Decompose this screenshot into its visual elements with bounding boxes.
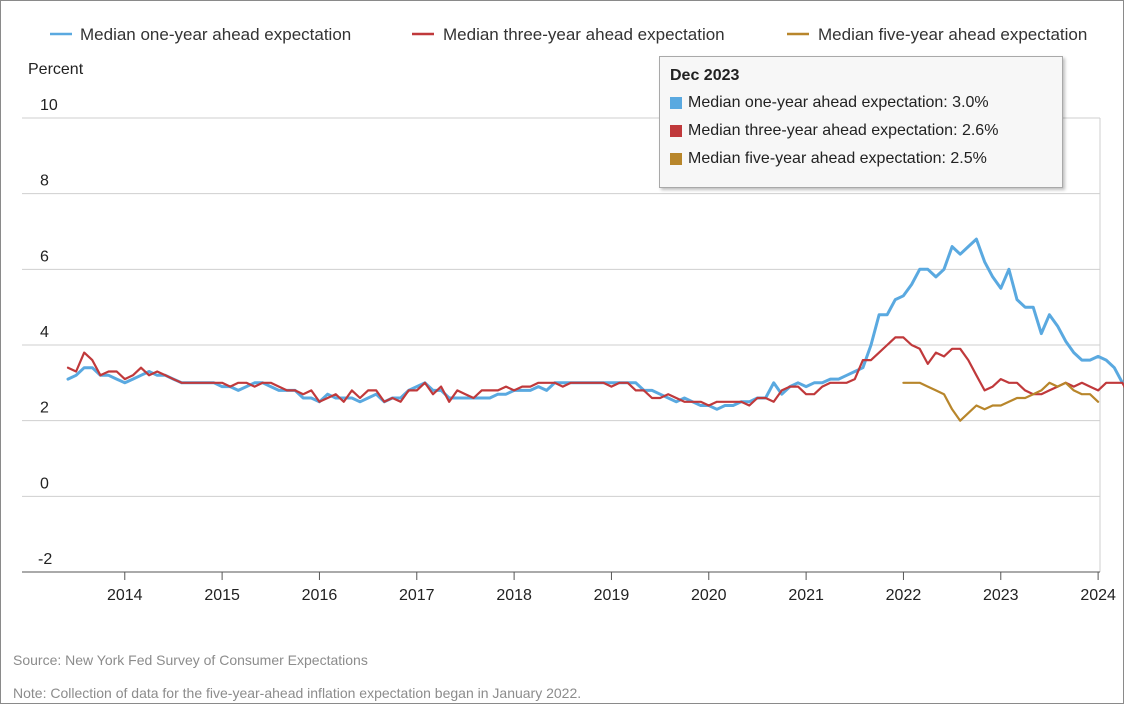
tooltip-row-five-year: Median five-year ahead expectation: 2.5% bbox=[670, 149, 1052, 177]
legend-label-3: Median five-year ahead expectation bbox=[818, 25, 1087, 44]
x-tick-label: 2015 bbox=[204, 587, 240, 604]
series-line-3 bbox=[902, 381, 1100, 422]
y-tick-label: -2 bbox=[38, 551, 52, 568]
tooltip-row-three-year: Median three-year ahead expectation: 2.6… bbox=[670, 121, 1052, 149]
x-tick-label: 2023 bbox=[983, 587, 1019, 604]
legend-item-2[interactable]: Median three-year ahead expectation bbox=[412, 25, 725, 44]
x-tick-label: 2021 bbox=[788, 587, 824, 604]
x-tick-label: 2022 bbox=[886, 587, 922, 604]
y-tick-label: 6 bbox=[40, 248, 49, 265]
tooltip-title: Dec 2023 bbox=[670, 67, 740, 84]
tooltip-text-one-year: Median one-year ahead expectation: 3.0% bbox=[688, 94, 989, 111]
tooltip-row-one-year: Median one-year ahead expectation: 3.0% bbox=[670, 93, 1052, 121]
tooltip-swatch-five-year bbox=[670, 153, 682, 165]
hover-tooltip: Dec 2023 Median one-year ahead expectati… bbox=[659, 56, 1063, 188]
legend-label-2: Median three-year ahead expectation bbox=[443, 25, 725, 44]
x-tick-label: 2018 bbox=[496, 587, 532, 604]
source-note: Source: New York Fed Survey of Consumer … bbox=[13, 652, 368, 668]
y-tick-label: 0 bbox=[40, 475, 49, 492]
x-tick-label: 2024 bbox=[1080, 587, 1116, 604]
x-tick-label: 2016 bbox=[302, 587, 338, 604]
y-tick-label: 4 bbox=[40, 324, 49, 341]
x-tick-label: 2019 bbox=[594, 587, 630, 604]
y-tick-label: 8 bbox=[40, 173, 49, 190]
data-note: Note: Collection of data for the five-ye… bbox=[13, 685, 582, 701]
tooltip-text-three-year: Median three-year ahead expectation: 2.6… bbox=[688, 122, 999, 139]
legend[interactable]: Median one-year ahead expectation Median … bbox=[50, 25, 1087, 44]
y-tick-label: 10 bbox=[40, 97, 58, 114]
axis-layer: 10 8 6 4 2 0 -2 2014 2015 2016 2017 2018 2019 2020 202… bbox=[22, 97, 1116, 604]
x-tick-label: 2014 bbox=[107, 587, 143, 604]
y-axis-title: Percent bbox=[28, 61, 84, 78]
tooltip-swatch-one-year bbox=[670, 97, 682, 109]
tooltip-text-five-year: Median five-year ahead expectation: 2.5% bbox=[688, 150, 987, 167]
tooltip-swatch-three-year bbox=[670, 125, 682, 137]
series-layer bbox=[66, 237, 1124, 422]
x-tick-label: 2017 bbox=[399, 587, 435, 604]
legend-item-3[interactable]: Median five-year ahead expectation bbox=[787, 25, 1087, 44]
legend-label-1: Median one-year ahead expectation bbox=[80, 25, 351, 44]
legend-item-1[interactable]: Median one-year ahead expectation bbox=[50, 25, 351, 44]
x-tick-label: 2020 bbox=[691, 587, 727, 604]
series-line-2 bbox=[66, 336, 1124, 407]
y-tick-label: 2 bbox=[40, 400, 49, 417]
